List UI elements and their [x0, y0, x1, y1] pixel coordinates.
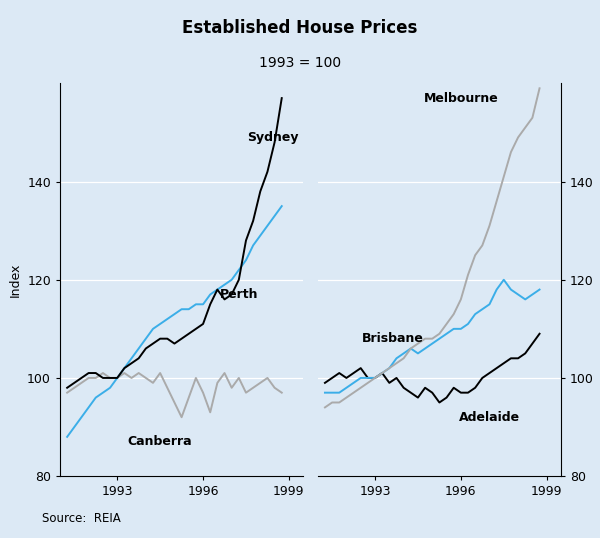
Text: Source:  REIA: Source: REIA — [42, 512, 121, 525]
Y-axis label: Index: Index — [8, 263, 22, 297]
Text: Sydney: Sydney — [247, 131, 299, 144]
Text: Established House Prices: Established House Prices — [182, 19, 418, 37]
Text: Perth: Perth — [220, 288, 259, 301]
Text: 1993 = 100: 1993 = 100 — [259, 56, 341, 70]
Text: Adelaide: Adelaide — [459, 410, 520, 424]
Text: Melbourne: Melbourne — [424, 91, 498, 104]
Text: Brisbane: Brisbane — [362, 332, 424, 345]
Text: Canberra: Canberra — [128, 435, 193, 448]
